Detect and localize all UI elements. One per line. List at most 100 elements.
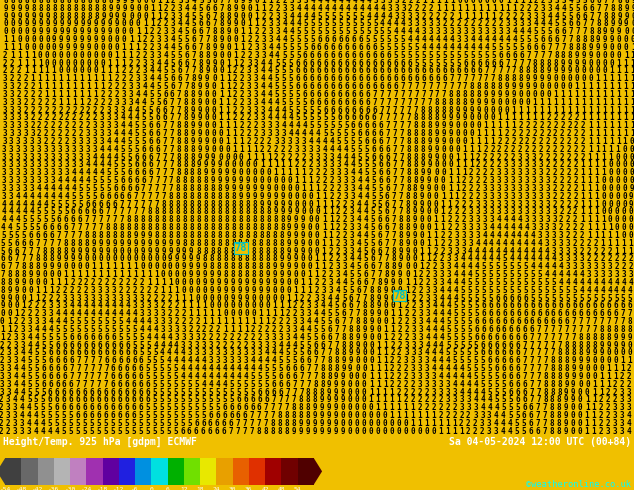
Text: 2: 2 [30, 90, 35, 99]
Text: 3: 3 [546, 176, 550, 185]
Text: 3: 3 [297, 0, 301, 5]
Text: 8: 8 [463, 98, 467, 107]
Text: 9: 9 [405, 246, 410, 256]
Text: 2: 2 [44, 98, 49, 107]
Text: 2: 2 [86, 121, 91, 130]
Text: 8: 8 [540, 59, 545, 68]
Text: 0: 0 [361, 403, 366, 412]
Text: 1: 1 [617, 59, 621, 68]
Text: 3: 3 [254, 74, 259, 83]
Text: 1: 1 [267, 160, 271, 170]
Text: 0: 0 [307, 262, 312, 271]
Text: 0: 0 [427, 207, 431, 217]
Text: 6: 6 [597, 0, 601, 5]
Text: 7: 7 [170, 113, 174, 122]
Text: 9: 9 [377, 294, 382, 302]
Text: 6: 6 [488, 356, 493, 365]
Text: 8: 8 [280, 215, 285, 224]
Text: 6: 6 [385, 160, 390, 170]
Text: 7: 7 [250, 419, 254, 428]
Text: 8: 8 [224, 207, 229, 217]
Text: 2: 2 [559, 223, 564, 232]
Text: 8: 8 [183, 184, 188, 193]
Text: 5: 5 [295, 90, 300, 99]
Text: 1: 1 [469, 160, 474, 170]
Text: 1: 1 [581, 113, 586, 122]
Text: 6: 6 [484, 59, 489, 68]
Text: 1: 1 [150, 12, 155, 21]
Text: 2: 2 [422, 12, 427, 21]
Text: 5: 5 [515, 403, 520, 412]
Text: 4: 4 [482, 246, 487, 256]
Text: 4: 4 [174, 341, 179, 349]
Text: 9: 9 [334, 395, 339, 404]
Text: 1: 1 [129, 51, 133, 60]
Text: 3: 3 [432, 380, 436, 389]
Text: 4: 4 [181, 372, 185, 381]
Text: 5: 5 [127, 137, 133, 146]
Text: 3: 3 [349, 239, 354, 248]
Text: 4: 4 [425, 341, 430, 349]
Text: 8: 8 [406, 152, 411, 162]
Text: 8: 8 [155, 215, 159, 224]
Text: 4: 4 [268, 43, 273, 52]
Text: 6: 6 [48, 356, 53, 365]
Text: 2: 2 [553, 121, 558, 130]
Text: 0: 0 [377, 333, 381, 342]
Text: 8: 8 [470, 82, 475, 91]
Text: 8: 8 [169, 192, 174, 201]
Text: 2: 2 [573, 184, 578, 193]
Text: 1: 1 [254, 20, 259, 28]
Text: 1: 1 [286, 294, 291, 302]
Text: 8: 8 [197, 215, 201, 224]
Text: 8: 8 [557, 348, 562, 357]
Text: 4: 4 [70, 309, 74, 318]
Text: 5: 5 [491, 43, 496, 52]
Text: 6: 6 [314, 341, 318, 349]
Text: 5: 5 [181, 388, 185, 396]
Text: 2: 2 [269, 12, 273, 21]
Text: 0: 0 [617, 35, 621, 44]
Text: 1: 1 [592, 403, 597, 412]
Text: 3: 3 [79, 145, 83, 154]
Text: 5: 5 [167, 395, 171, 404]
Text: 3: 3 [281, 129, 286, 138]
Text: 5: 5 [387, 27, 392, 36]
Text: 5: 5 [316, 113, 321, 122]
Text: 5: 5 [330, 113, 335, 122]
Text: 6: 6 [146, 388, 150, 396]
Text: 9: 9 [568, 67, 573, 75]
Text: 8: 8 [210, 239, 215, 248]
Text: 9: 9 [217, 270, 221, 279]
Text: 9: 9 [333, 427, 338, 436]
Text: 3: 3 [9, 168, 13, 177]
Text: 0: 0 [622, 231, 626, 240]
Text: 7: 7 [170, 98, 174, 107]
Text: 0: 0 [377, 325, 381, 334]
Text: 0: 0 [477, 113, 481, 122]
Text: 2: 2 [143, 51, 147, 60]
Text: 8: 8 [377, 278, 382, 287]
Text: 3: 3 [112, 294, 117, 302]
Text: 4: 4 [27, 348, 32, 357]
Text: 9: 9 [442, 113, 446, 122]
Text: 1: 1 [455, 168, 460, 177]
Text: 1: 1 [391, 325, 395, 334]
Text: 1: 1 [240, 35, 245, 44]
Text: 5: 5 [275, 90, 279, 99]
Text: 4: 4 [50, 184, 55, 193]
Text: 8: 8 [399, 231, 403, 240]
Text: 6: 6 [621, 301, 626, 310]
Text: 9: 9 [191, 105, 195, 115]
Text: 2: 2 [84, 278, 89, 287]
Text: 4: 4 [545, 262, 549, 271]
Text: 2: 2 [398, 325, 402, 334]
Text: -30: -30 [65, 487, 75, 490]
Text: 4: 4 [164, 59, 168, 68]
Text: 8: 8 [204, 199, 208, 209]
Text: 8: 8 [238, 270, 242, 279]
Text: 8: 8 [593, 333, 597, 342]
Text: 9: 9 [571, 356, 576, 365]
Text: 6: 6 [386, 74, 391, 83]
Text: 3: 3 [447, 246, 452, 256]
